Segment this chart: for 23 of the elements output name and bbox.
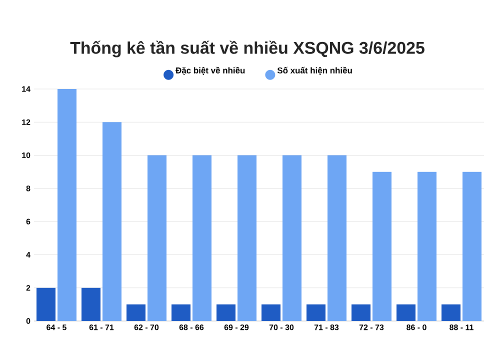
legend-label: Đặc biệt về nhiều <box>176 66 245 75</box>
bar <box>238 155 257 321</box>
bar <box>262 304 281 321</box>
bar <box>58 89 76 321</box>
bar <box>148 155 167 321</box>
bar <box>36 288 56 321</box>
bar <box>306 304 326 321</box>
bar <box>216 304 236 321</box>
bar <box>442 304 461 321</box>
legend-label: Số xuất hiện nhiều <box>277 66 352 75</box>
bar <box>372 172 392 321</box>
bar <box>172 304 191 321</box>
bar <box>126 304 146 321</box>
bar <box>418 172 437 321</box>
bar <box>396 304 416 321</box>
bar <box>462 172 482 321</box>
bar <box>102 122 122 321</box>
bar <box>352 304 371 321</box>
bar <box>282 155 302 321</box>
chart-title: Thống kê tần suất về nhiều XSQNG 3/6/2025 <box>70 40 424 58</box>
bar <box>192 155 212 321</box>
bar <box>328 155 347 321</box>
bar <box>82 288 100 321</box>
